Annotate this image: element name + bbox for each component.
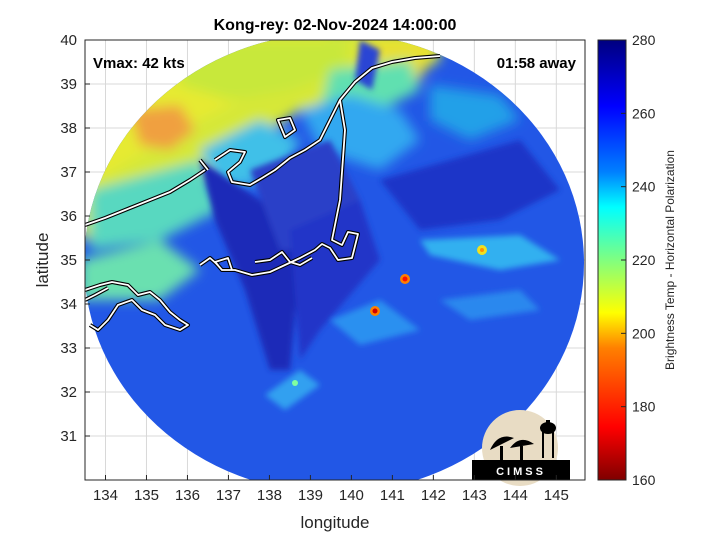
y-tick-label: 34	[60, 296, 77, 313]
y-tick-label: 39	[60, 76, 77, 93]
x-tick-label: 144	[503, 487, 528, 504]
y-tick-label: 35	[60, 252, 77, 269]
x-tick-label: 143	[462, 487, 487, 504]
x-tick-label: 141	[380, 487, 405, 504]
y-tick-label: 40	[60, 32, 77, 49]
cimss-logo: CIMSS	[472, 410, 570, 486]
colorbar-tick-label: 280	[632, 32, 656, 48]
y-tick-label: 31	[60, 428, 77, 445]
y-tick-label: 36	[60, 208, 77, 225]
x-tick-label: 135	[134, 487, 159, 504]
y-axis-label: latitude	[33, 233, 52, 288]
colorbar-ticks: 160 180 200 220 240 260 280	[621, 32, 656, 488]
x-axis: 134 135 136 137 138 139 140 141 142 143 144 145	[93, 475, 569, 504]
time-away-label: 01:58 away	[497, 55, 577, 72]
x-tick-label: 145	[544, 487, 569, 504]
x-tick-label: 136	[175, 487, 200, 504]
y-tick-label: 37	[60, 164, 77, 181]
x-tick-label: 140	[339, 487, 364, 504]
colorbar-tick-label: 180	[632, 399, 656, 415]
colorbar-tick-label: 200	[632, 325, 656, 341]
y-tick-label: 38	[60, 120, 77, 137]
x-tick-label: 138	[257, 487, 282, 504]
colorbar: 160 180 200 220 240 260 280 Brightness Temp - …	[597, 32, 677, 488]
y-tick-label: 33	[60, 340, 77, 357]
x-axis-label: longitude	[300, 513, 369, 532]
colorbar-tick-label: 260	[632, 105, 656, 121]
logo-text: CIMSS	[496, 466, 546, 478]
chart-title: Kong-rey: 02-Nov-2024 14:00:00	[214, 17, 457, 34]
vmax-label: Vmax: 42 kts	[93, 55, 185, 72]
x-tick-label: 142	[421, 487, 446, 504]
x-tick-label: 139	[298, 487, 323, 504]
y-axis: 31 32 33 34 35 36 37 38 39 40	[60, 32, 90, 445]
y-tick-label: 32	[60, 384, 77, 401]
colorbar-tick-label: 160	[632, 472, 656, 488]
x-tick-label: 134	[93, 487, 118, 504]
coastlines	[85, 54, 441, 332]
colorbar-tick-label: 220	[632, 252, 656, 268]
x-tick-label: 137	[216, 487, 241, 504]
colorbar-label: Brightness Temp - Horizontal Polarizatio…	[663, 150, 677, 370]
colorbar-tick-label: 240	[632, 179, 656, 195]
